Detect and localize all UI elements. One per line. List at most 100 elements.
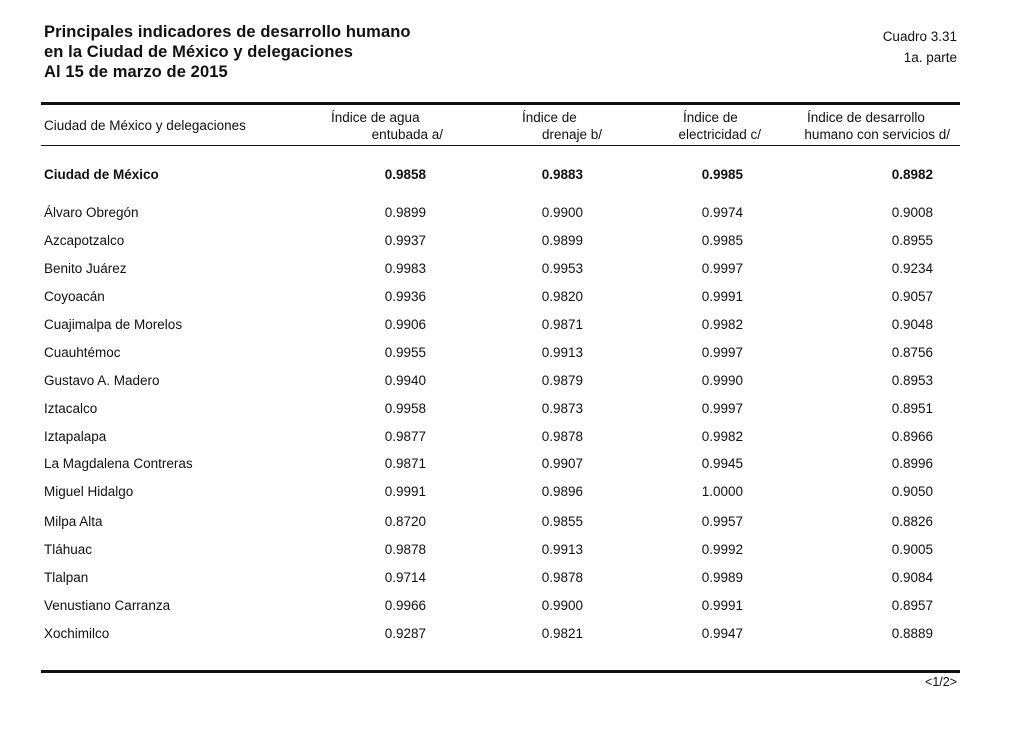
row-name: Benito Juárez bbox=[44, 261, 127, 276]
title-line-1: Principales indicadores de desarrollo hu… bbox=[44, 23, 411, 41]
row-electricity: 0.9997 bbox=[701, 401, 743, 416]
header-drainage: Índice de drenaje b/ bbox=[522, 109, 602, 143]
row-name: Cuauhtémoc bbox=[44, 345, 121, 360]
row-electricity: 0.9957 bbox=[701, 514, 743, 529]
row-name: Azcapotzalco bbox=[44, 233, 125, 248]
row-name: Álvaro Obregón bbox=[44, 205, 139, 220]
row-drainage: 0.9913 bbox=[541, 542, 583, 557]
table-row: Álvaro Obregón 0.9899 0.9900 0.9974 0.90… bbox=[0, 203, 1009, 223]
row-hdi: 0.9048 bbox=[891, 317, 933, 332]
table-identifier: Cuadro 3.31 1a. parte bbox=[883, 26, 957, 68]
row-name: Venustiano Carranza bbox=[44, 598, 171, 613]
row-electricity: 0.9974 bbox=[701, 205, 743, 220]
table-row: Coyoacán 0.9936 0.9820 0.9991 0.9057 bbox=[0, 287, 1009, 307]
row-hdi: 0.9057 bbox=[891, 289, 933, 304]
total-name: Ciudad de México bbox=[44, 167, 159, 182]
table-row: La Magdalena Contreras 0.9871 0.9907 0.9… bbox=[0, 454, 1009, 474]
row-name: Iztacalco bbox=[44, 401, 98, 416]
header-hdi-line2: humano con servicios d/ bbox=[804, 127, 950, 142]
row-electricity: 0.9985 bbox=[701, 233, 743, 248]
header-water: Índice de agua entubada a/ bbox=[331, 109, 443, 143]
row-drainage: 0.9900 bbox=[541, 205, 583, 220]
total-electricity: 0.9985 bbox=[701, 167, 743, 182]
row-electricity: 0.9990 bbox=[701, 373, 743, 388]
row-hdi: 0.8966 bbox=[891, 429, 933, 444]
row-water: 0.9871 bbox=[384, 456, 426, 471]
row-hdi: 0.9050 bbox=[891, 484, 933, 499]
row-name: Miguel Hidalgo bbox=[44, 484, 134, 499]
row-hdi: 0.8889 bbox=[891, 626, 933, 641]
row-hdi: 0.8953 bbox=[891, 373, 933, 388]
row-water: 0.9966 bbox=[384, 598, 426, 613]
header-water-line1: Índice de agua bbox=[331, 110, 420, 125]
table-row: Gustavo A. Madero 0.9940 0.9879 0.9990 0… bbox=[0, 371, 1009, 391]
row-name: Xochimilco bbox=[44, 626, 110, 641]
row-hdi: 0.8756 bbox=[891, 345, 933, 360]
row-name: Milpa Alta bbox=[44, 514, 103, 529]
header-hdi-line1: Índice de desarrollo bbox=[807, 110, 925, 125]
table-row: Tláhuac 0.9878 0.9913 0.9992 0.9005 bbox=[0, 540, 1009, 560]
row-drainage: 0.9878 bbox=[541, 570, 583, 585]
row-drainage: 0.9873 bbox=[541, 401, 583, 416]
part-label: 1a. parte bbox=[903, 50, 957, 65]
row-water: 0.9714 bbox=[384, 570, 426, 585]
row-electricity: 1.0000 bbox=[701, 484, 743, 499]
row-hdi: 0.8951 bbox=[891, 401, 933, 416]
header-electricity-line1: Índice de bbox=[683, 110, 738, 125]
row-electricity: 0.9992 bbox=[701, 542, 743, 557]
row-water: 0.9287 bbox=[384, 626, 426, 641]
row-hdi: 0.9084 bbox=[891, 570, 933, 585]
total-water: 0.9858 bbox=[384, 167, 426, 182]
row-name: Iztapalapa bbox=[44, 429, 107, 444]
table-row: Xochimilco 0.9287 0.9821 0.9947 0.8889 bbox=[0, 624, 1009, 644]
row-water: 0.9983 bbox=[384, 261, 426, 276]
table-row: Cuauhtémoc 0.9955 0.9913 0.9997 0.8756 bbox=[0, 343, 1009, 363]
row-drainage: 0.9820 bbox=[541, 289, 583, 304]
row-water: 0.9906 bbox=[384, 317, 426, 332]
row-water: 0.9877 bbox=[384, 429, 426, 444]
row-hdi: 0.8826 bbox=[891, 514, 933, 529]
row-electricity: 0.9997 bbox=[701, 261, 743, 276]
header-drainage-line1: Índice de bbox=[522, 110, 577, 125]
row-drainage: 0.9821 bbox=[541, 626, 583, 641]
table-row: Iztacalco 0.9958 0.9873 0.9997 0.8951 bbox=[0, 399, 1009, 419]
row-electricity: 0.9982 bbox=[701, 429, 743, 444]
table-row: Tlalpan 0.9714 0.9878 0.9989 0.9084 bbox=[0, 568, 1009, 588]
header-electricity-line2: electricidad c/ bbox=[678, 127, 761, 142]
row-drainage: 0.9899 bbox=[541, 233, 583, 248]
row-drainage: 0.9879 bbox=[541, 373, 583, 388]
row-name: Coyoacán bbox=[44, 289, 105, 304]
row-drainage: 0.9907 bbox=[541, 456, 583, 471]
header-water-line2: entubada a/ bbox=[371, 127, 443, 142]
table-row: Venustiano Carranza 0.9966 0.9900 0.9991… bbox=[0, 596, 1009, 616]
row-drainage: 0.9878 bbox=[541, 429, 583, 444]
row-drainage: 0.9855 bbox=[541, 514, 583, 529]
row-electricity: 0.9989 bbox=[701, 570, 743, 585]
table-row: Miguel Hidalgo 0.9991 0.9896 1.0000 0.90… bbox=[0, 482, 1009, 502]
header-name: Ciudad de México y delegaciones bbox=[44, 117, 284, 134]
row-hdi: 0.8955 bbox=[891, 233, 933, 248]
row-water: 0.9937 bbox=[384, 233, 426, 248]
row-drainage: 0.9913 bbox=[541, 345, 583, 360]
row-drainage: 0.9896 bbox=[541, 484, 583, 499]
row-water: 0.9958 bbox=[384, 401, 426, 416]
total-hdi: 0.8982 bbox=[891, 167, 933, 182]
row-water: 0.9899 bbox=[384, 205, 426, 220]
document-title: Principales indicadores de desarrollo hu… bbox=[44, 22, 411, 82]
row-drainage: 0.9900 bbox=[541, 598, 583, 613]
row-electricity: 0.9991 bbox=[701, 289, 743, 304]
table-number: Cuadro 3.31 bbox=[882, 29, 957, 44]
table-row: Azcapotzalco 0.9937 0.9899 0.9985 0.8955 bbox=[0, 231, 1009, 251]
row-hdi: 0.8957 bbox=[891, 598, 933, 613]
row-electricity: 0.9945 bbox=[701, 456, 743, 471]
row-water: 0.9955 bbox=[384, 345, 426, 360]
table-bottom-rule bbox=[41, 670, 960, 673]
row-hdi: 0.9005 bbox=[891, 542, 933, 557]
row-water: 0.8720 bbox=[384, 514, 426, 529]
row-water: 0.9936 bbox=[384, 289, 426, 304]
row-hdi: 0.8996 bbox=[891, 456, 933, 471]
row-water: 0.9991 bbox=[384, 484, 426, 499]
row-name: Gustavo A. Madero bbox=[44, 373, 160, 388]
row-drainage: 0.9953 bbox=[541, 261, 583, 276]
header-electricity: Índice de electricidad c/ bbox=[669, 109, 761, 143]
